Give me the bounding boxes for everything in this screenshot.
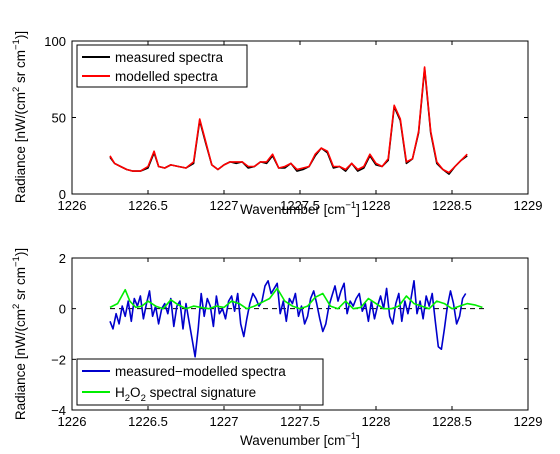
bottom-x-axis: 1226 1226.5 1227 1227.5 1228 1228.5 1229 <box>58 258 543 429</box>
top-x-tick-label: 1226.5 <box>128 198 168 213</box>
legend-residual-label: measured−modelled spectra <box>115 364 286 379</box>
legend-modelled-label: modelled spectra <box>115 69 218 84</box>
bottom-x-tick-label: 1227 <box>210 414 239 429</box>
top-x-axis: 1226 1226.5 1227 1227.5 1228 1228.5 1229 <box>58 41 543 213</box>
top-legend-box <box>76 44 248 88</box>
top-x-tick-label: 1228 <box>362 198 391 213</box>
bottom-y-tick-label: 0 <box>59 302 66 317</box>
top-x-tick-label: 1227 <box>210 198 239 213</box>
bottom-x-tick-label: 1228 <box>362 414 391 429</box>
bottom-y-axis: −4 −2 0 2 <box>51 251 528 418</box>
bottom-legend: measured−modelled spectra H2O2 spectral … <box>76 358 324 406</box>
top-y-axis: 0 50 100 <box>44 34 528 202</box>
bottom-y-axis-label: Radiance [nW/(cm2 sr cm−1)] <box>11 248 28 420</box>
legend-measured-label: measured spectra <box>115 50 224 65</box>
bottom-series-group <box>109 279 483 358</box>
bottom-x-axis-label: Wavenumber [cm−1] <box>240 431 360 448</box>
bottom-y-tick-label: 2 <box>59 251 66 266</box>
top-x-tick-label: 1229 <box>514 198 543 213</box>
top-x-tick-label: 1226 <box>58 198 87 213</box>
top-legend: measured spectra modelled spectra <box>76 44 248 88</box>
bottom-panel: 1226 1226.5 1227 1227.5 1228 1228.5 1229 −4 −2 0… <box>11 248 542 448</box>
top-y-tick-label: 100 <box>44 34 66 49</box>
bottom-series-1-line <box>109 287 483 310</box>
bottom-y-tick-label: −4 <box>51 403 66 418</box>
top-series-1-line <box>109 66 468 174</box>
bottom-x-tick-label: 1228.5 <box>432 414 472 429</box>
top-series-group <box>109 66 468 175</box>
top-y-tick-label: 0 <box>59 187 66 202</box>
top-panel: 1226 1226.5 1227 1227.5 1228 1228.5 1229 0 50 10… <box>11 31 542 217</box>
bottom-x-tick-label: 1227.5 <box>280 414 320 429</box>
bottom-x-tick-label: 1226.5 <box>128 414 168 429</box>
bottom-y-tick-label: −2 <box>51 352 66 367</box>
bottom-x-tick-label: 1226 <box>58 414 87 429</box>
bottom-x-tick-label: 1229 <box>514 414 543 429</box>
legend-h2o2-label: H2O2 spectral signature <box>115 385 256 404</box>
top-x-tick-label: 1227.5 <box>280 198 320 213</box>
top-y-tick-label: 50 <box>52 111 66 126</box>
bottom-legend-box <box>76 358 324 406</box>
bottom-series-0-line <box>109 279 467 358</box>
top-x-tick-label: 1228.5 <box>432 198 472 213</box>
top-x-axis-label: Wavenumber [cm−1] <box>240 200 360 217</box>
top-y-axis-label: Radiance [nW/(cm2 sr cm−1)] <box>11 31 28 203</box>
